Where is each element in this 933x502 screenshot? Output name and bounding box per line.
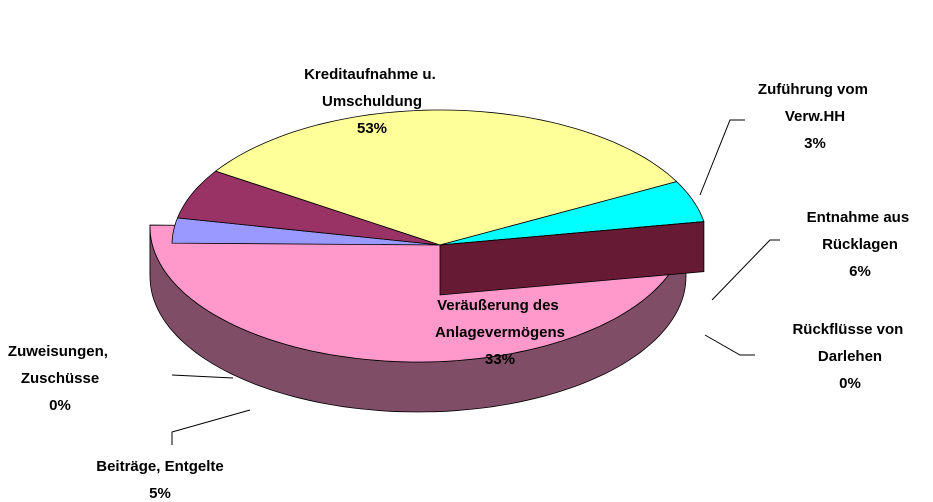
slice-value-label: 0%	[49, 397, 71, 414]
slice	[214, 109, 678, 246]
slice	[439, 181, 705, 246]
label-line: Veräußerung des	[437, 297, 563, 314]
slice-label: Veräußerung des Anlagevermögens	[435, 297, 565, 341]
slice-value-label: 6%	[849, 263, 871, 280]
leader-line	[171, 374, 234, 379]
leader-line	[699, 119, 745, 196]
label-line: Zuschüsse	[21, 370, 99, 387]
slice-top	[176, 170, 441, 246]
label-line: Kreditaufnahme u.	[304, 66, 440, 83]
slice-top	[439, 181, 705, 246]
label-line: Darlehen	[818, 348, 882, 365]
slice-label: Zuführung vom Verw.HH	[758, 81, 872, 125]
leader-line	[711, 239, 780, 301]
slice	[176, 170, 441, 246]
leader-line	[704, 334, 755, 356]
label-line: Rückflüsse von	[792, 321, 907, 338]
label-line: Zuführung vom	[758, 81, 872, 98]
label-line: Verw.HH	[785, 108, 845, 125]
slice	[439, 221, 705, 296]
slice-label: Kreditaufnahme u. Umschuldung	[304, 66, 440, 110]
label-line: Beiträge, Entgelte	[96, 458, 224, 475]
slice-label: Rückflüsse von Darlehen	[792, 321, 907, 365]
slice-top	[214, 109, 678, 246]
label-line: Anlagevermögens	[435, 324, 565, 341]
slice-value-label: 33%	[485, 351, 515, 368]
slice-value-label: 5%	[149, 485, 171, 502]
leader-line	[171, 409, 251, 445]
label-line: Entnahme aus	[807, 209, 914, 226]
label-line: Rücklagen	[822, 236, 898, 253]
slice-label: Beiträge, Entgelte	[96, 458, 224, 475]
label-line: Zuweisungen,	[8, 343, 112, 360]
slice-top	[439, 221, 704, 246]
slice-value-label: 0%	[839, 375, 861, 392]
slice-value-label: 53%	[357, 120, 387, 137]
slice-label: Entnahme aus Rücklagen	[807, 209, 914, 253]
slice-label: Zuweisungen, Zuschüsse	[8, 343, 112, 387]
label-line: Umschuldung	[322, 93, 422, 110]
slice-value-label: 3%	[804, 135, 826, 152]
